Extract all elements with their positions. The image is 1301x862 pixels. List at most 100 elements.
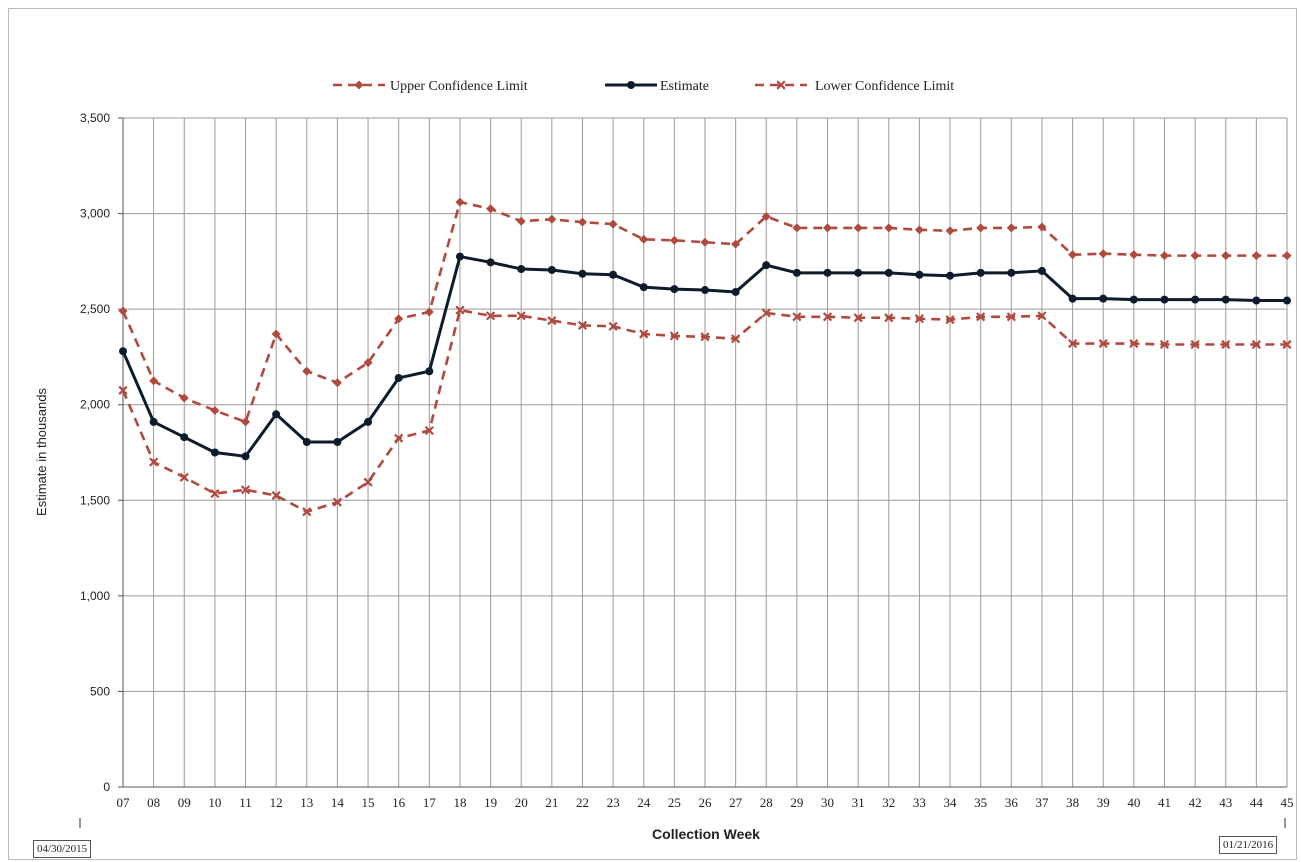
x-tick-label: 23 [607,795,620,810]
data-point [1282,339,1292,350]
data-point [1037,266,1046,275]
x-tick-label: 44 [1250,795,1264,810]
data-point [914,225,924,235]
data-point [547,214,557,224]
data-point [976,223,986,233]
x-tick-label: 37 [1035,795,1049,810]
data-point [119,347,127,356]
data-point [731,239,741,249]
data-point-stroke [1068,338,1078,349]
data-point-stroke [455,305,465,315]
data-point [118,306,128,316]
data-point-stroke [210,489,220,499]
y-tick-label: 2,500 [80,302,110,316]
x-tick-label: 17 [423,795,437,810]
data-point [1159,339,1170,350]
data-point [394,373,403,382]
legend: Upper Confidence Limit Estimate Lower Conf… [333,79,954,94]
data-point [945,226,955,236]
data-point [1098,338,1108,349]
data-point [1098,249,1108,259]
x-tick-label: 15 [362,795,375,810]
x-tick-label: 12 [270,795,283,810]
data-point-stroke [884,313,894,323]
legend-item: Upper Confidence Limit [333,79,528,94]
data-point [240,485,251,495]
series-line [121,200,1287,424]
x-tick-label: 29 [790,795,803,810]
x-tick-label: 33 [913,795,926,810]
legend-item: Lower Confidence Limit [755,79,954,94]
data-point [302,437,311,446]
data-point [241,452,250,461]
y-tick-label: 3,000 [80,207,110,221]
start-date-label: 04/30/2015 [33,840,92,858]
data-point [823,223,833,233]
data-point-stroke [731,334,741,344]
data-point [547,265,556,274]
data-point [670,285,679,294]
y-tick-label: 1,500 [80,493,110,507]
data-point-stroke [1159,339,1170,350]
data-point-stroke [486,311,496,321]
data-point [854,268,863,277]
x-tick-label: 19 [484,795,497,810]
data-point [761,211,771,221]
x-tick-label: 22 [576,795,589,810]
data-point [333,437,342,446]
data-point [517,265,526,274]
x-tick-label: 41 [1158,795,1171,810]
data-point [179,472,189,482]
data-point [394,314,404,324]
data-point [1068,294,1077,303]
x-tick-label: 11 [239,795,252,810]
data-point [914,314,924,324]
x-tick-label: 42 [1189,795,1202,810]
data-point [884,223,894,233]
data-point [1190,251,1200,261]
data-point [210,405,220,415]
data-point [486,204,496,214]
x-tick-label: 28 [760,795,773,810]
data-point-stroke [118,385,128,395]
data-point [425,367,434,376]
data-point [424,307,434,317]
data-point [1129,295,1138,304]
data-point [700,332,710,342]
data-point-stroke [1006,312,1016,322]
data-point-stroke [822,312,833,322]
data-point-stroke [853,313,863,323]
x-tick-label: 09 [178,795,191,810]
data-point [792,312,802,322]
legend-label: Estimate [660,79,709,94]
data-point [731,287,740,296]
data-point [884,313,894,323]
data-point-stroke [792,312,802,322]
data-point [364,417,373,426]
data-point [332,378,342,388]
data-point [363,477,373,487]
data-point [823,268,832,277]
data-point [302,507,312,517]
data-point [577,320,588,330]
data-point [1283,296,1291,305]
y-tick-labels: 0 500 1,000 1,500 2,000 2,500 3,000 3,500 [80,111,110,794]
data-point-stroke [1098,338,1108,349]
x-tick-label: 20 [515,795,528,810]
data-point [792,223,802,233]
x-tick-label: 36 [1005,795,1019,810]
y-tick-label: 2,000 [80,398,110,412]
data-point [547,316,557,326]
data-point-stroke [1037,311,1047,321]
x-tick-label: 39 [1097,795,1110,810]
data-point [149,376,159,386]
data-point [853,313,863,323]
x-tick-label: 27 [729,795,743,810]
data-point [149,417,158,426]
x-tick-label: 40 [1127,795,1140,810]
data-point [241,417,251,427]
data-point [776,80,786,90]
x-tick-label: 38 [1066,795,1079,810]
data-point-stroke [639,329,649,339]
x-tick-label: 14 [331,795,345,810]
